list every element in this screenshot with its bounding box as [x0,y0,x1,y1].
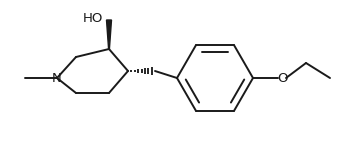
Text: N: N [52,72,62,84]
Text: HO: HO [83,12,103,25]
Text: O: O [277,72,287,84]
Polygon shape [107,20,111,49]
